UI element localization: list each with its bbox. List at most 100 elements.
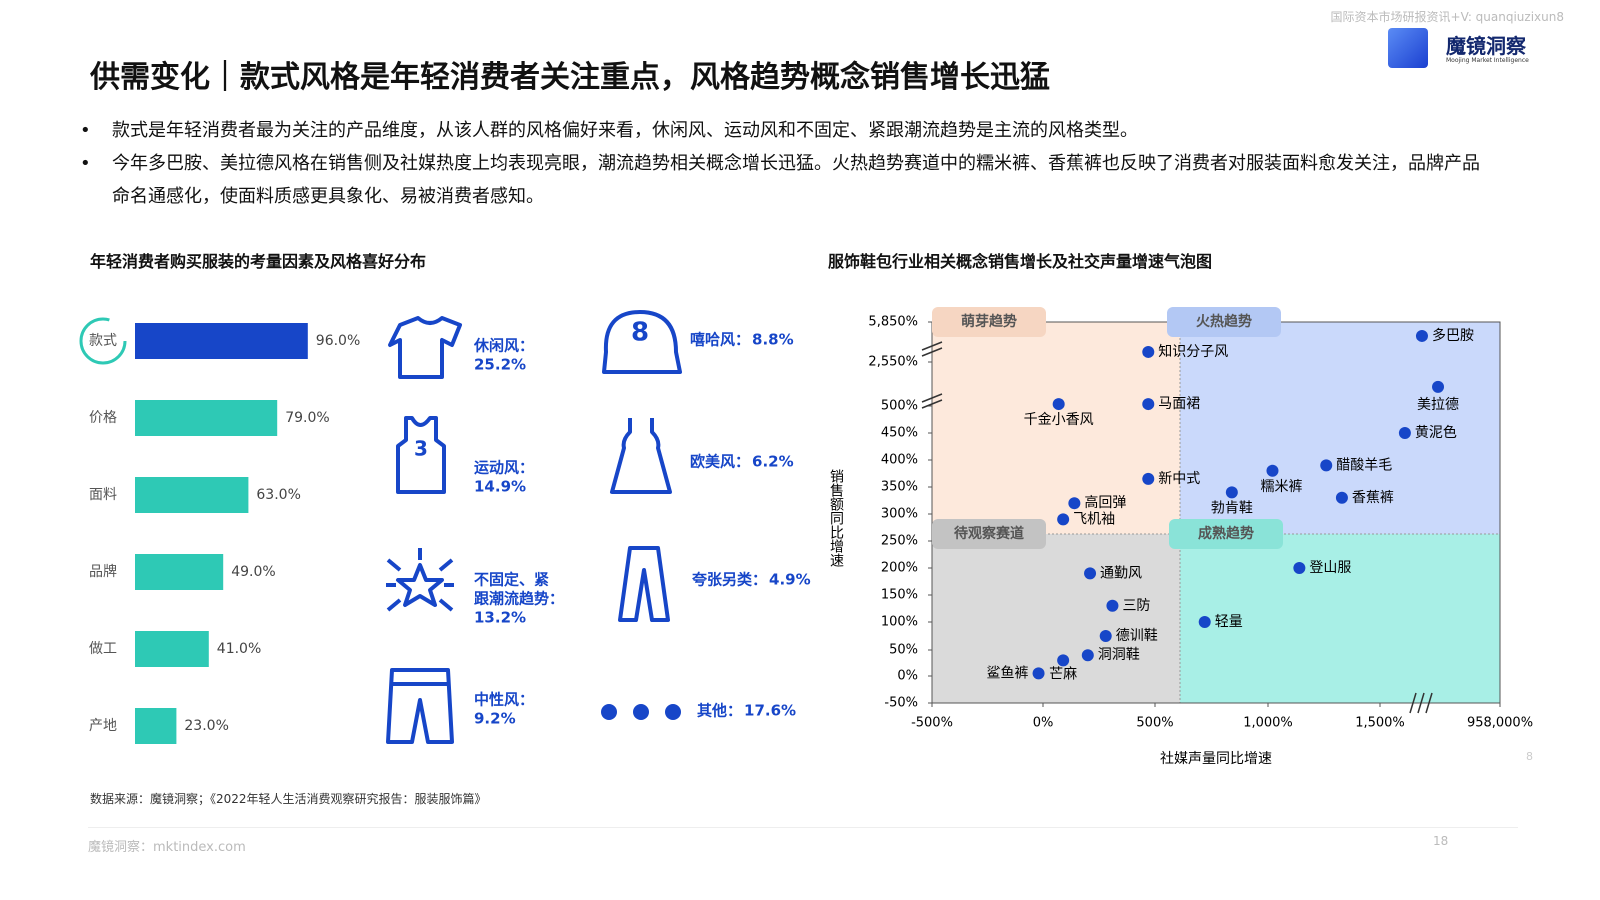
quadrant-tab [1167,307,1281,337]
point [1081,649,1094,662]
y-tick-label: 350% [881,480,918,495]
point-label: 芒麻 [1049,666,1077,682]
point [1142,398,1155,411]
point [1225,486,1238,499]
watermark: 国际资本市场研报资讯+V: quanqiuzixun8 [1330,10,1564,24]
star-icon [396,563,444,607]
dots-icon [601,704,681,720]
category-label: 价格 [89,410,117,426]
y-tick-label: 400% [881,453,918,468]
icon-glyph: 3 [414,437,428,461]
point-label: 美拉德 [1417,397,1459,413]
point-label: 三防 [1122,598,1150,614]
logo-name: 魔镜洞察 [1446,34,1526,58]
logo-icon [1388,28,1428,68]
value-label: 49.0% [231,564,275,580]
value-label: 79.0% [285,410,329,426]
bar [135,554,224,590]
quadrant-tab [1169,519,1283,549]
point-label: 新中式 [1158,471,1200,487]
highlight-ring [79,317,127,365]
chart-title: 年轻消费者购买服装的考量因素及风格喜好分布 [90,252,427,271]
category-label: 款式 [89,333,117,349]
point-label: 千金小香风 [1024,412,1094,428]
axis-break [921,393,943,409]
point [1293,562,1306,574]
point [1335,491,1348,504]
source: 数据来源：魔镜洞察；《2022年轻人生活消费观察研究报告：服装服饰篇》 [90,792,487,806]
dress-icon [610,418,672,494]
quadrant-label: 萌芽趋势 [961,313,1017,330]
chart-page: 8 [1526,750,1533,763]
style-name: 嘻哈风： [690,331,750,349]
quadrant [932,322,1180,534]
bar [135,708,177,744]
style-share: 9.2% [474,710,516,728]
y-tick-label: 250% [881,534,918,549]
category-label: 做工 [89,641,117,657]
point-label: 通勤风 [1100,565,1142,581]
y-tick-label: 2,550% [868,355,918,370]
x-tick-label: -500% [911,716,953,731]
style-name-cont: 跟潮流趋势： [474,590,564,608]
style-name: 运动风： [474,459,534,477]
chart-title: 服饰鞋包行业相关概念销售增长及社交声量增速气泡图 [828,252,1213,271]
point-label: 黄泥色 [1415,424,1457,441]
y-tick-label: 100% [881,615,918,630]
style-name: 休闲风： [473,337,534,355]
point-label: 高回弹 [1084,494,1126,511]
icons [386,310,682,744]
point [1432,380,1445,393]
point-label: 马面裙 [1158,396,1200,412]
style-share: 6.2% [752,453,794,471]
style-name: 中性风： [474,691,534,709]
y-tick-label: 500% [881,399,918,414]
point-label: 香蕉裤 [1352,490,1394,506]
point-label: 知识分子风 [1158,343,1228,360]
bar [135,631,209,667]
style-name: 夸张另类： [692,571,767,589]
category-label: 品牌 [89,563,117,580]
point-label: 洞洞鞋 [1098,647,1140,663]
bullet-text: 今年多巴胺、美拉德风格在销售侧及社媒热度上均表现亮眼，潮流趋势相关概念增长迅猛。… [112,153,1480,207]
wide-pants-icon [618,546,670,622]
y-tick-label: 300% [881,507,918,522]
x-tick-label: 1,000% [1243,716,1293,731]
point [1084,567,1097,580]
point-label: 德训鞋 [1116,628,1158,644]
site: 魔镜洞察：mktindex.com [88,840,246,855]
icon-glyph: 8 [631,318,649,348]
point [1415,329,1428,342]
y-tick-label: 50% [889,643,918,658]
point [1057,513,1070,526]
y-tick-label: 5,850% [868,315,918,330]
point [1142,345,1155,358]
page-number: 18 [1433,834,1449,848]
quadrant [1180,534,1500,703]
point [1198,616,1211,628]
style-share: 8.8% [752,331,794,349]
style-share: 13.2% [474,609,526,627]
point [1320,459,1333,472]
pants-icon [386,668,454,744]
point [1266,464,1279,477]
burst-icon [386,548,454,612]
point [1052,398,1065,411]
y-tick-label: 0% [897,669,918,684]
point-label: 飞机袖 [1073,511,1115,527]
bullet-text: 款式是年轻消费者最为关注的产品维度，从该人群的风格偏好来看，休闲风、运动风和不固… [112,120,1138,141]
point-label: 糯米裤 [1260,479,1302,495]
y-tick-label: -50% [884,696,918,711]
point [1032,667,1045,680]
divider [88,827,1518,828]
point-label: 鲨鱼裤 [987,664,1029,681]
quadrant-tab [932,519,1046,549]
x-axis-label: 社媒声量同比增速 [1160,751,1272,767]
x-tick-label: 500% [1136,716,1173,731]
bar [135,400,278,436]
bar [135,323,308,359]
cap-icon [602,310,682,374]
style-name: 欧美风： [690,453,750,471]
axis-break [921,341,943,357]
